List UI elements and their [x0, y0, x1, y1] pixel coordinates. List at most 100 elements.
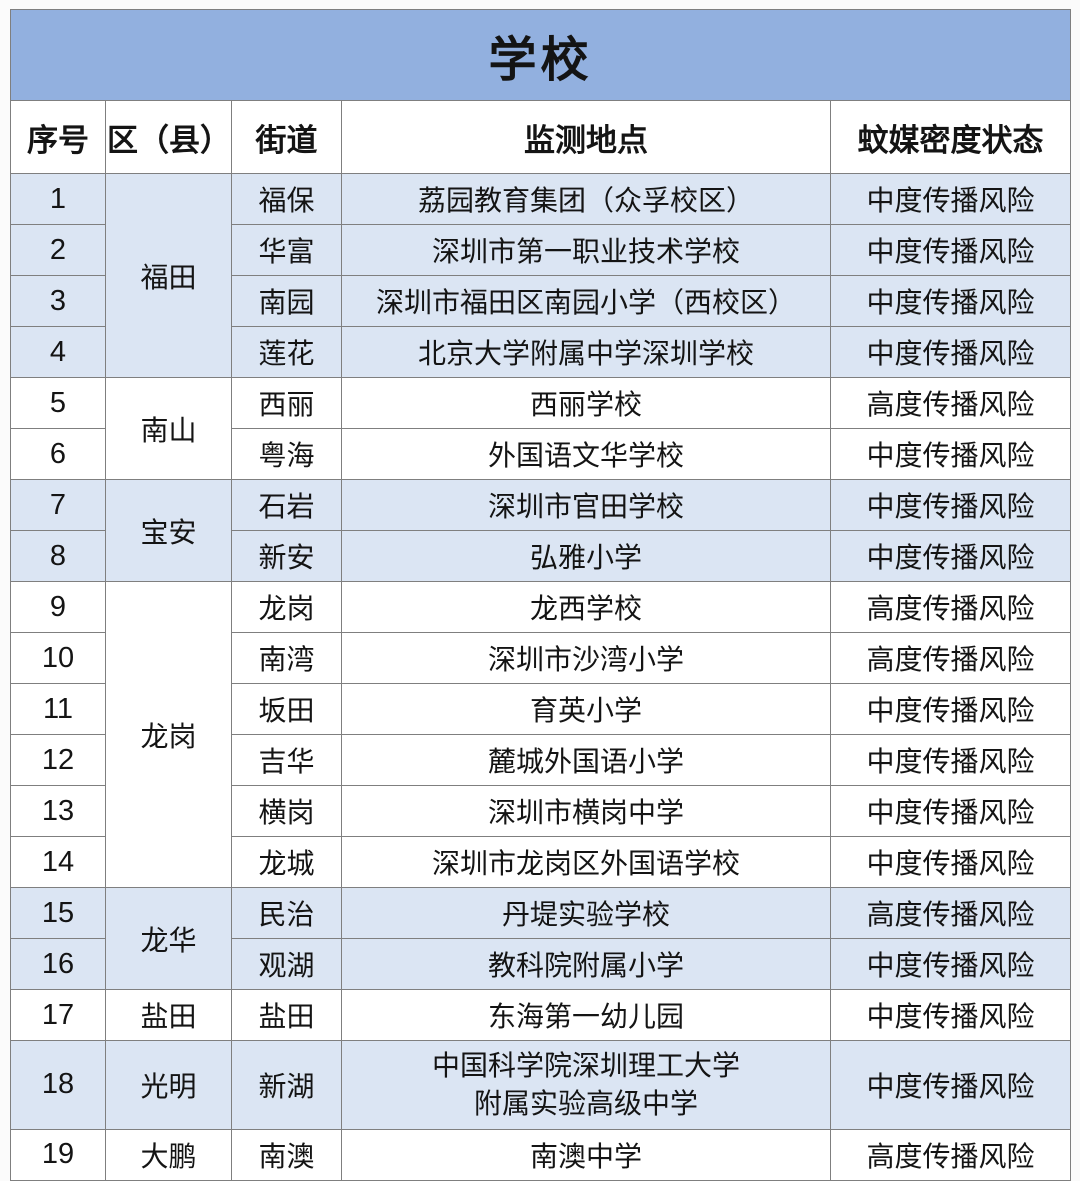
table-row: 12 吉华 麓城外国语小学 中度传播风险: [10, 734, 1072, 786]
monitoring-site-cell: 深圳市沙湾小学: [341, 632, 831, 684]
street-cell: 华富: [231, 224, 342, 276]
row-number-cell: 2: [10, 224, 106, 276]
density-status-cell: 高度传播风险: [829, 581, 1072, 633]
monitoring-site-cell: 弘雅小学: [341, 530, 831, 582]
density-status-cell: 中度传播风险: [829, 479, 1072, 531]
row-number-cell: 10: [10, 632, 106, 684]
table-row: 18 光明 新湖 中国科学院深圳理工大学 附属实验高级中学 中度传播风险: [10, 1040, 1072, 1130]
monitoring-site-cell: 深圳市横岗中学: [341, 785, 831, 837]
column-header-status: 蚊媒密度状态: [829, 100, 1072, 174]
density-status-cell: 高度传播风险: [829, 1128, 1072, 1181]
row-number-cell: 6: [10, 428, 106, 480]
table-row: 13 横岗 深圳市横岗中学 中度传播风险: [10, 785, 1072, 837]
density-status-cell: 高度传播风险: [829, 377, 1072, 429]
column-header-district: 区（县）: [105, 100, 232, 174]
row-number-cell: 3: [10, 275, 106, 327]
table-row: 7 宝安 石岩 深圳市官田学校 中度传播风险: [10, 479, 1072, 582]
district-cell: 宝安: [105, 479, 232, 582]
density-status-cell: 中度传播风险: [829, 938, 1072, 990]
street-cell: 新湖: [231, 1040, 342, 1130]
district-cell: 龙华: [105, 887, 232, 990]
monitoring-site-cell: 深圳市官田学校: [341, 479, 831, 531]
density-status-cell: 中度传播风险: [829, 785, 1072, 837]
density-status-cell: 中度传播风险: [829, 530, 1072, 582]
table-row: 2 华富 深圳市第一职业技术学校 中度传播风险: [10, 224, 1072, 276]
row-number-cell: 13: [10, 785, 106, 837]
school-monitoring-table: 学校 序号 区（县） 街道 监测地点 蚊媒密度状态 1 福田 福保 荔园教育集团（众孚…: [9, 9, 1072, 1181]
monitoring-site-cell: 深圳市第一职业技术学校: [341, 224, 831, 276]
column-header-no: 序号: [10, 100, 106, 174]
row-number-cell: 11: [10, 683, 106, 735]
monitoring-site-cell: 荔园教育集团（众孚校区）: [341, 173, 831, 225]
street-cell: 民治: [231, 887, 342, 939]
monitoring-site-cell: 中国科学院深圳理工大学 附属实验高级中学: [341, 1040, 831, 1130]
table-title: 学校: [9, 9, 1072, 101]
monitoring-site-cell: 龙西学校: [341, 581, 831, 633]
monitoring-site-cell: 育英小学: [341, 683, 831, 735]
monitoring-site-cell: 教科院附属小学: [341, 938, 831, 990]
density-status-cell: 中度传播风险: [829, 224, 1072, 276]
district-cell: 光明: [105, 1040, 232, 1130]
street-cell: 坂田: [231, 683, 342, 735]
density-status-cell: 中度传播风险: [829, 326, 1072, 378]
table-row: 14 龙城 深圳市龙岗区外国语学校 中度传播风险: [10, 836, 1072, 888]
street-cell: 南澳: [231, 1128, 342, 1181]
row-number-cell: 15: [10, 887, 106, 939]
density-status-cell: 中度传播风险: [829, 683, 1072, 735]
monitoring-site-cell: 深圳市福田区南园小学（西校区）: [341, 275, 831, 327]
monitoring-site-cell: 北京大学附属中学深圳学校: [341, 326, 831, 378]
table-row: 11 坂田 育英小学 中度传播风险: [10, 683, 1072, 735]
district-cell: 龙岗: [105, 581, 232, 888]
column-header-street: 街道: [231, 100, 342, 174]
street-cell: 龙岗: [231, 581, 342, 633]
monitoring-site-cell: 西丽学校: [341, 377, 831, 429]
density-status-cell: 中度传播风险: [829, 734, 1072, 786]
table-row: 9 龙岗 龙岗 龙西学校 高度传播风险: [10, 581, 1072, 888]
table-row: 8 新安 弘雅小学 中度传播风险: [10, 530, 1072, 582]
table-row: 1 福田 福保 荔园教育集团（众孚校区） 中度传播风险: [10, 173, 1072, 378]
row-number-cell: 5: [10, 377, 106, 429]
column-header-site: 监测地点: [341, 100, 831, 174]
row-number-cell: 4: [10, 326, 106, 378]
monitoring-site-cell: 外国语文华学校: [341, 428, 831, 480]
district-cell: 南山: [105, 377, 232, 480]
row-number-cell: 7: [10, 479, 106, 531]
row-number-cell: 19: [10, 1128, 106, 1181]
density-status-cell: 中度传播风险: [829, 275, 1072, 327]
column-header-row: 序号 区（县） 街道 监测地点 蚊媒密度状态: [10, 100, 1072, 174]
density-status-cell: 中度传播风险: [829, 428, 1072, 480]
street-cell: 石岩: [231, 479, 342, 531]
monitoring-site-cell: 东海第一幼儿园: [341, 989, 831, 1041]
district-cell: 盐田: [105, 989, 232, 1041]
street-cell: 新安: [231, 530, 342, 582]
table-row: 17 盐田 盐田 东海第一幼儿园 中度传播风险: [10, 989, 1072, 1041]
row-number-cell: 12: [10, 734, 106, 786]
street-cell: 南园: [231, 275, 342, 327]
table-row: 19 大鹏 南澳 南澳中学 高度传播风险: [10, 1128, 1072, 1181]
school-monitoring-panel: 学校 序号 区（县） 街道 监测地点 蚊媒密度状态 1 福田 福保 荔园教育集团（众孚…: [9, 9, 1072, 1181]
street-cell: 福保: [231, 173, 342, 225]
row-number-cell: 1: [10, 173, 106, 225]
monitoring-site-cell: 南澳中学: [341, 1128, 831, 1181]
street-cell: 观湖: [231, 938, 342, 990]
street-cell: 横岗: [231, 785, 342, 837]
district-cell: 福田: [105, 173, 232, 378]
row-number-cell: 16: [10, 938, 106, 990]
district-cell: 大鹏: [105, 1128, 232, 1181]
table-body: 1 福田 福保 荔园教育集团（众孚校区） 中度传播风险 2 华富 深圳市第一职业技术学校 中度传…: [10, 173, 1072, 1181]
table-row: 15 龙华 民治 丹堤实验学校 高度传播风险: [10, 887, 1072, 990]
row-number-cell: 17: [10, 989, 106, 1041]
table-row: 5 南山 西丽 西丽学校 高度传播风险: [10, 377, 1072, 480]
monitoring-site-cell: 麓城外国语小学: [341, 734, 831, 786]
density-status-cell: 中度传播风险: [829, 836, 1072, 888]
street-cell: 盐田: [231, 989, 342, 1041]
street-cell: 莲花: [231, 326, 342, 378]
street-cell: 西丽: [231, 377, 342, 429]
table-row: 3 南园 深圳市福田区南园小学（西校区） 中度传播风险: [10, 275, 1072, 327]
density-status-cell: 高度传播风险: [829, 632, 1072, 684]
monitoring-site-cell: 丹堤实验学校: [341, 887, 831, 939]
monitoring-site-cell: 深圳市龙岗区外国语学校: [341, 836, 831, 888]
density-status-cell: 中度传播风险: [829, 173, 1072, 225]
density-status-cell: 中度传播风险: [829, 989, 1072, 1041]
density-status-cell: 中度传播风险: [829, 1040, 1072, 1130]
